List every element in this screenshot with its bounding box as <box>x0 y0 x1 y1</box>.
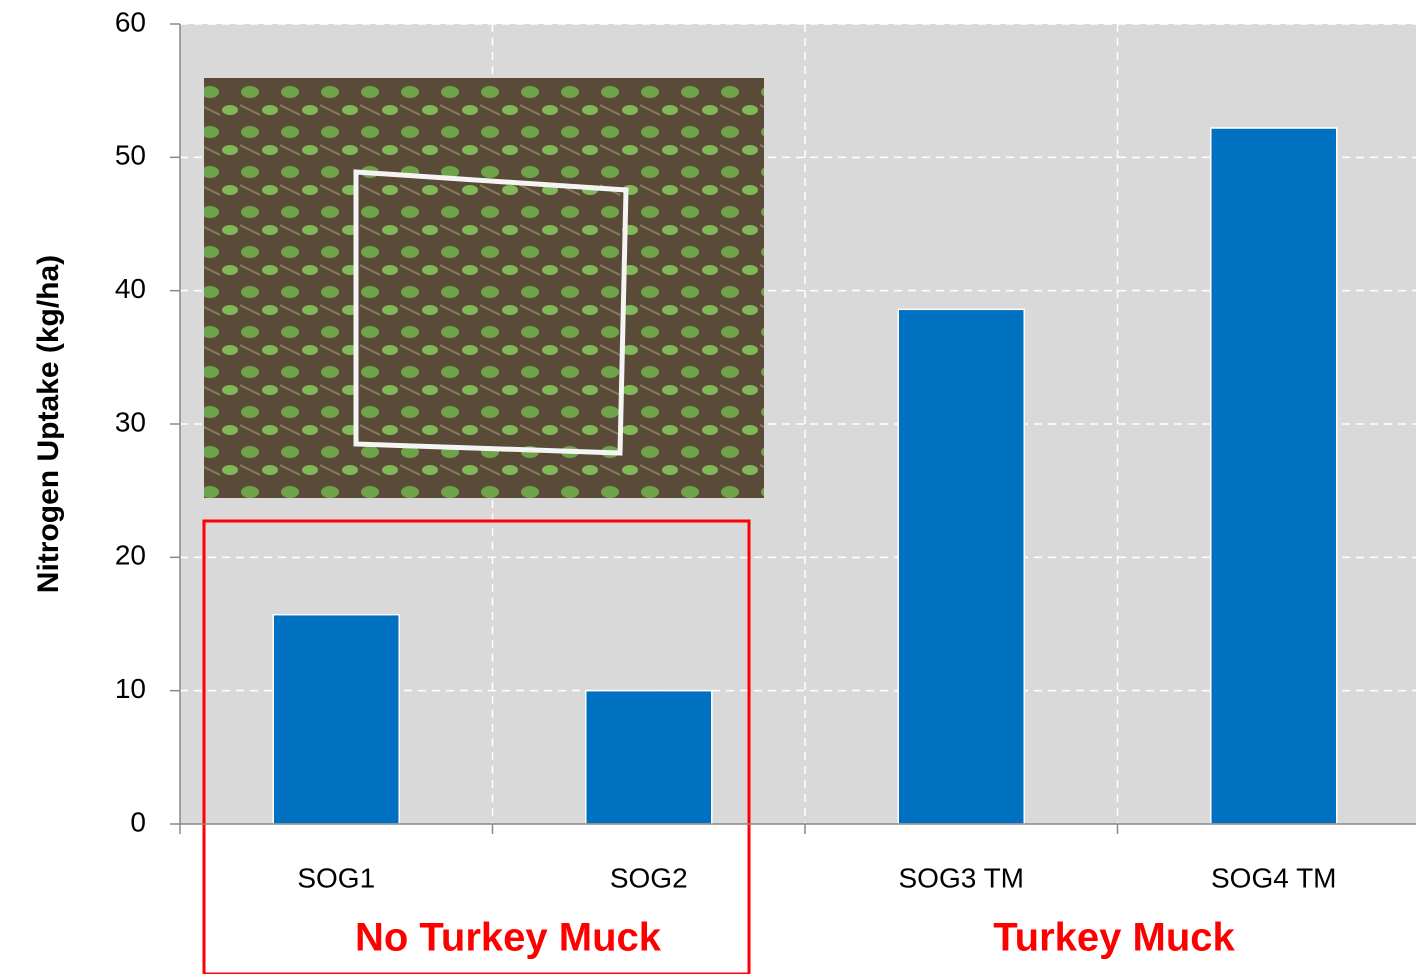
photo-inset <box>204 78 764 498</box>
y-tick-label: 30 <box>115 406 146 437</box>
y-tick-label: 10 <box>115 673 146 704</box>
y-tick-label: 0 <box>130 806 146 837</box>
x-tick-label: SOG2 <box>610 862 688 893</box>
bar <box>897 308 1025 825</box>
y-tick-label: 40 <box>115 273 146 304</box>
y-tick-label: 20 <box>115 540 146 571</box>
bar <box>272 613 400 825</box>
y-tick-label: 60 <box>115 6 146 37</box>
x-tick-label: SOG4 TM <box>1211 862 1337 893</box>
group-label: Turkey Muck <box>993 916 1235 960</box>
y-tick-label: 50 <box>115 140 146 171</box>
bar <box>585 689 713 825</box>
bar <box>1210 127 1338 825</box>
x-tick-label: SOG1 <box>297 862 375 893</box>
y-axis-label: Nitrogen Uptake (kg/ha) <box>32 255 65 593</box>
x-tick-label: SOG3 TM <box>898 862 1024 893</box>
group-label: No Turkey Muck <box>355 916 662 960</box>
group-box <box>202 519 751 974</box>
